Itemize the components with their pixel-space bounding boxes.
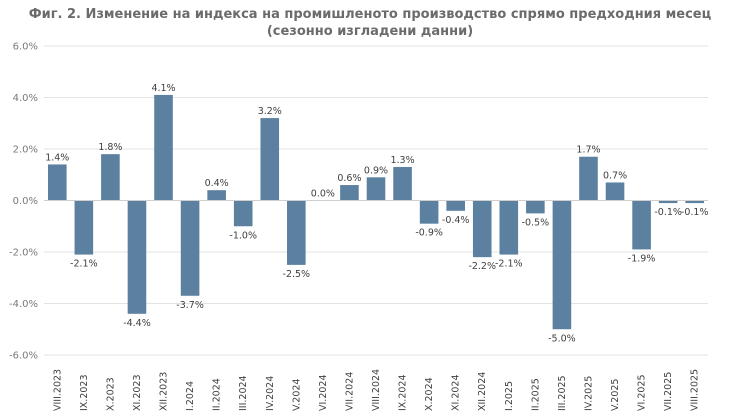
bar <box>552 200 572 330</box>
x-tick-label: V.2025 <box>610 379 621 411</box>
y-tick-label: -6.0% <box>9 351 38 362</box>
data-label: -5.0% <box>548 333 576 344</box>
data-label: -0.5% <box>522 217 550 228</box>
data-label: 0.4% <box>205 178 229 189</box>
y-tick-label: -2.0% <box>9 248 38 259</box>
data-label: -2.1% <box>70 259 98 270</box>
data-label: -0.9% <box>415 228 443 239</box>
bar <box>579 156 598 201</box>
bar <box>154 94 173 201</box>
data-label: 0.6% <box>337 173 361 184</box>
x-tick-label: III.2025 <box>557 375 568 411</box>
y-tick-label: 0.0% <box>13 196 38 207</box>
x-tick-label: VIII.2024 <box>371 369 382 411</box>
x-tick-label: XII.2023 <box>159 372 170 411</box>
x-tick-label: VII.2024 <box>344 372 355 411</box>
x-tick-label: IV.2024 <box>265 376 276 411</box>
bar <box>366 177 386 201</box>
x-tick-label: X.2024 <box>424 377 435 411</box>
x-tick-label: XI.2024 <box>451 374 462 411</box>
bar <box>233 200 253 227</box>
x-tick-label: VIII.2023 <box>52 369 63 411</box>
data-label: 0.7% <box>603 170 627 181</box>
data-label: -4.4% <box>123 318 151 329</box>
x-tick-label: V.2024 <box>291 379 302 411</box>
data-label: 0.9% <box>364 165 388 176</box>
bar <box>180 200 200 296</box>
x-tick-label: X.2023 <box>105 377 116 411</box>
bar <box>419 200 439 224</box>
x-tick-label: VII.2025 <box>663 372 674 411</box>
data-label: 1.8% <box>98 142 122 153</box>
x-tick-label: IX.2023 <box>79 374 90 411</box>
bar <box>127 200 147 314</box>
bar <box>207 190 226 201</box>
data-label: -2.1% <box>495 259 523 270</box>
x-tick-label: III.2024 <box>238 375 249 411</box>
data-label: 0.0% <box>311 189 335 200</box>
data-label: -0.1% <box>681 207 709 218</box>
data-label: -1.0% <box>229 230 257 241</box>
x-tick-label: I.2025 <box>504 381 515 411</box>
data-label: 1.3% <box>390 155 414 166</box>
data-label: -0.4% <box>442 215 470 226</box>
x-tick-label: II.2024 <box>212 378 223 411</box>
x-tick-label: XII.2024 <box>477 372 488 411</box>
data-label: 4.1% <box>151 83 175 94</box>
x-tick-label: VI.2024 <box>318 375 329 412</box>
bar <box>446 200 465 211</box>
bar <box>472 200 492 258</box>
bar <box>101 154 120 201</box>
y-tick-label: 4.0% <box>13 93 38 104</box>
data-label: -3.7% <box>176 300 204 311</box>
bar <box>605 182 625 201</box>
data-label: 1.4% <box>45 152 69 163</box>
x-tick-label: I.2024 <box>185 381 196 411</box>
bar <box>526 200 545 214</box>
x-tick-label: IV.2025 <box>583 376 594 411</box>
data-label: -1.9% <box>628 253 656 264</box>
bar <box>340 185 359 201</box>
chart-title: Фиг. 2. Изменение на индекса на промишле… <box>28 7 712 22</box>
y-tick-label: -4.0% <box>9 299 38 310</box>
bar <box>47 164 67 201</box>
data-label: 1.7% <box>576 145 600 156</box>
y-tick-label: 2.0% <box>13 145 38 156</box>
data-label: -2.5% <box>283 269 311 280</box>
bar <box>74 200 94 255</box>
x-tick-label: VI.2025 <box>637 375 648 412</box>
y-tick-label: 6.0% <box>13 42 38 53</box>
bar <box>658 200 678 204</box>
chart-subtitle: (сезонно изгладени данни) <box>266 24 474 39</box>
x-tick-label: IX.2024 <box>398 374 409 411</box>
bar <box>260 118 280 201</box>
data-label: -2.2% <box>468 261 496 272</box>
bar <box>685 200 705 204</box>
bar <box>393 167 412 201</box>
bar <box>632 200 651 250</box>
data-label: 3.2% <box>258 106 282 117</box>
x-tick-label: XI.2023 <box>132 374 143 411</box>
bar <box>287 200 306 265</box>
x-tick-label: II.2025 <box>530 378 541 411</box>
bar <box>499 200 519 255</box>
data-label: -0.1% <box>654 207 682 218</box>
x-tick-label: VIII.2025 <box>690 369 701 411</box>
